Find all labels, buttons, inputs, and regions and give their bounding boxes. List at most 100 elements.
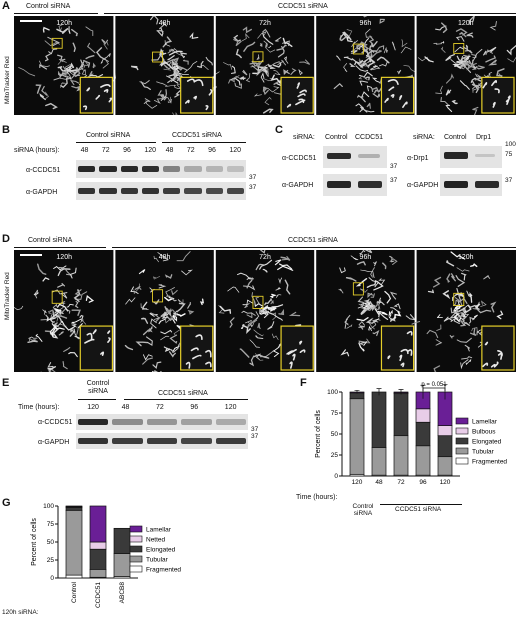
bar-segment-elongated (65, 507, 83, 511)
legend-swatch (129, 565, 143, 573)
mitochondria-frame (338, 250, 417, 357)
bar-segment-elongated (349, 392, 365, 400)
legend-swatch (455, 457, 469, 465)
x-tick-label: 48 (375, 479, 383, 486)
scale-bar (20, 20, 42, 22)
y-axis-label: Percent of cells (315, 410, 322, 458)
timepoint-label: 120h (56, 20, 72, 27)
x-tick-label: 72 (397, 479, 405, 486)
timepoint-label: 72h (259, 254, 271, 261)
bar-segment-tubular (393, 435, 409, 476)
lane-label: 120 (229, 147, 242, 154)
panel-b-control-rule (76, 142, 156, 143)
zoom-inset (79, 76, 114, 114)
zoom-inset (180, 325, 214, 371)
band (163, 166, 181, 172)
error-bar (398, 389, 404, 395)
band (146, 419, 178, 425)
frame-separator (314, 250, 317, 372)
zoom-inset (280, 76, 314, 114)
zoom-inset (79, 325, 114, 371)
panel-a-control-rule (14, 13, 98, 14)
legend-label: Fragmented (146, 567, 181, 574)
band (226, 188, 244, 194)
legend-label: Fragmented (472, 459, 507, 466)
error-bar (420, 384, 426, 399)
roi-box (252, 51, 264, 63)
panel-c-right-marker-2: 75 (505, 151, 513, 158)
lane-label: 120 (87, 404, 99, 411)
panel-c-right-blot-label-1: α-Drp1 (407, 155, 429, 162)
bar-segment-lamellar (65, 505, 83, 508)
micrograph-canvas: 120h 48h 72h 96h 120h (14, 250, 515, 372)
panel-c-right-lane-1: Control (444, 134, 467, 141)
band (184, 166, 202, 172)
panel-d-treatment-rule (112, 247, 516, 248)
y-tick-label: 25 (331, 452, 339, 459)
panel-c-left-blot-ccdc51 (323, 146, 387, 168)
y-tick-label: 100 (43, 503, 54, 510)
panel-b-marker-1: 37 (249, 174, 257, 181)
legend-label: Elongated (472, 439, 502, 446)
y-tick-label: 25 (47, 557, 55, 564)
band (78, 438, 109, 444)
panel-e-row-label: Time (hours): (18, 404, 60, 411)
legend-swatch (129, 555, 143, 563)
panel-e-blot-label-1: α-CCDC51 (38, 419, 73, 426)
band (327, 153, 351, 159)
panel-b-row-label: siRNA (hours): (14, 147, 60, 154)
panel-b-control-header: Control siRNA (86, 132, 131, 139)
scale-bar (20, 254, 42, 256)
lane-label: 48 (165, 147, 174, 154)
roi-box (51, 290, 63, 304)
frame-separator (414, 250, 417, 372)
panel-c-left-blot-label-2: α-GAPDH (282, 182, 314, 189)
mitochondria-frame (218, 250, 302, 367)
roi-box (152, 289, 164, 303)
x-tick-label: Control (71, 581, 78, 603)
frame-separator (414, 16, 417, 115)
chart-g: 0 25 50 75 100 Percent of cells Control CCDC51 A… (31, 503, 181, 608)
y-tick-label: 0 (50, 575, 54, 582)
frame-separator (213, 250, 216, 372)
roi-box (453, 43, 465, 54)
panel-c-right-lane-2: Drp1 (476, 134, 492, 141)
bar-segment-elongated (415, 421, 431, 447)
panel-d-stain-label: MitoTracker Red (4, 272, 11, 320)
x-tick-label: 120 (440, 479, 451, 486)
bar-segment-netted (89, 541, 107, 550)
panel-a-letter: A (2, 0, 10, 12)
chart-f: 0 25 50 75 100 Percent of cells 120 48 72 96 120 La… (315, 382, 507, 486)
legend-swatch (129, 525, 143, 533)
band (99, 188, 117, 194)
legend-label: Lamellar (472, 419, 498, 426)
micrograph-canvas: 120h 48h 72h 96h 120h (18, 16, 516, 115)
legend-swatch (455, 437, 469, 445)
panel-c-right-blot-drp1 (440, 146, 502, 168)
micrograph-d: 120h 48h 72h 96h 120h (14, 250, 516, 372)
zoom-inset (481, 76, 515, 114)
panel-e-blot-label-2: α-GAPDH (38, 439, 70, 446)
panel-c-left-lane-2: CCDC51 (355, 134, 384, 141)
band (358, 181, 382, 188)
p-value-label: p = 0.051 (421, 382, 447, 388)
panel-c-left-row-label: siRNA: (293, 134, 315, 141)
panel-c-right-marker-3: 37 (505, 177, 513, 184)
panel-c-right-row-label: siRNA: (413, 134, 435, 141)
panel-c-left-blot-label-1: α-CCDC51 (282, 155, 317, 162)
bar-segment-fragmented (65, 574, 83, 579)
timepoint-label: 48h (159, 20, 171, 27)
legend-swatch (455, 447, 469, 455)
band (78, 419, 109, 425)
band (475, 154, 495, 157)
band (120, 166, 138, 172)
timepoint-label: 96h (360, 20, 372, 27)
significance-bracket (422, 387, 446, 391)
legend-swatch (129, 535, 143, 543)
panel-g-letter: G (2, 497, 11, 509)
zoom-inset (280, 325, 314, 371)
band (163, 188, 181, 194)
panel-e-marker-1: 37 (251, 426, 259, 433)
timepoint-label: 120h (458, 20, 474, 27)
frame-separator (314, 16, 317, 115)
